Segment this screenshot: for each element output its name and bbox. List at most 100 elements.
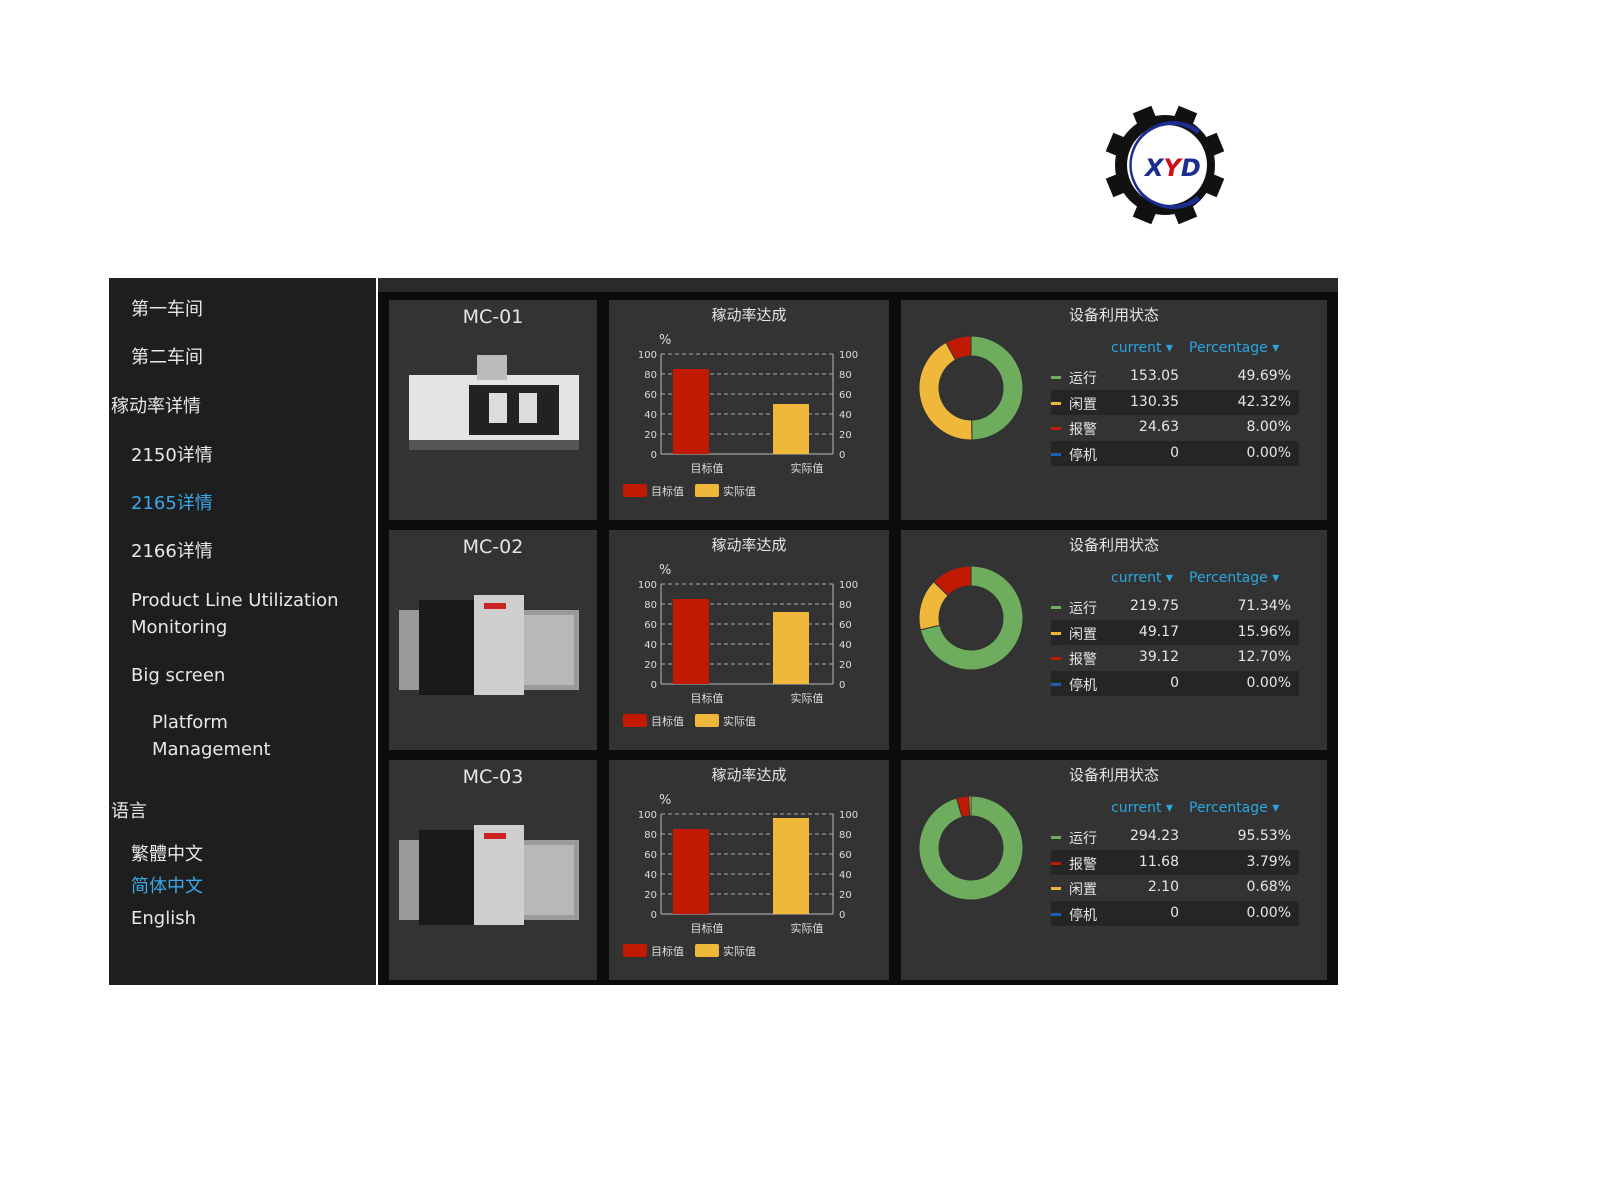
sidebar-item-9[interactable]: 语言 — [111, 801, 147, 822]
status-percentage: 0.00% — [1246, 674, 1291, 691]
legend-label[interactable]: 目标值 — [651, 484, 684, 498]
legend-label[interactable]: 目标值 — [651, 714, 684, 728]
status-panel: 设备利用状态 current ▾ Percentage ▾ 运行 153.05 … — [901, 300, 1327, 520]
y-tick-left: 40 — [644, 410, 657, 421]
percentage-sort-button[interactable]: Percentage ▾ — [1189, 340, 1280, 356]
donut-slice — [970, 335, 1024, 441]
sidebar-item-1[interactable]: 第二车间 — [131, 347, 203, 368]
sidebar-item-10[interactable]: 繁體中文 — [131, 844, 203, 865]
donut-chart — [918, 335, 1024, 441]
y-tick-right: 80 — [839, 830, 852, 841]
status-current: 24.63 — [1138, 419, 1179, 435]
y-tick-right: 40 — [839, 870, 852, 881]
status-percentage: 12.70% — [1237, 649, 1291, 665]
y-unit: % — [659, 793, 671, 808]
legend-swatch — [1051, 452, 1061, 456]
y-tick-left: 60 — [644, 620, 657, 631]
y-tick-right: 80 — [839, 600, 852, 611]
donut-chart — [918, 795, 1024, 901]
sidebar-item-0[interactable]: 第一车间 — [131, 299, 203, 320]
machine-panel: MC-03 — [389, 760, 597, 980]
y-tick-right: 40 — [839, 640, 852, 651]
status-label: 运行 — [1069, 601, 1097, 617]
y-tick-right: 0 — [839, 680, 845, 691]
current-sort-button[interactable]: current ▾ — [1111, 800, 1173, 816]
legend-swatch — [623, 944, 647, 957]
status-panel: 设备利用状态 current ▾ Percentage ▾ 运行 219.75 … — [901, 530, 1327, 750]
status-current: 0 — [1170, 444, 1179, 461]
legend-swatch — [1051, 376, 1061, 379]
y-tick-right: 60 — [839, 850, 852, 861]
dashboard-main: MC-01 稼动率达成% 0 0 20 20 40 40 60 60 80 80 100 100 目标值目… — [378, 278, 1338, 985]
status-percentage: 95.53% — [1237, 828, 1291, 844]
status-row: 停机 0 0.00% — [1051, 440, 1299, 466]
y-tick-left: 40 — [644, 870, 657, 881]
percentage-sort-button[interactable]: Percentage ▾ — [1189, 800, 1280, 816]
status-percentage: 0.68% — [1246, 879, 1291, 895]
status-current: 130.35 — [1130, 393, 1179, 410]
machine-name: MC-02 — [462, 536, 524, 558]
bar-target — [673, 829, 709, 914]
y-tick-left: 80 — [644, 830, 657, 841]
y-tick-right: 100 — [839, 350, 858, 361]
legend-label[interactable]: 实际值 — [723, 944, 756, 958]
status-current: 153.05 — [1130, 368, 1179, 384]
sidebar-item-2[interactable]: 稼动率详情 — [111, 396, 201, 417]
sidebar-item-6[interactable]: Product Line Utilization Monitoring — [131, 590, 339, 638]
status-title: 设备利用状态 — [1068, 306, 1159, 324]
status-row: 报警 24.63 8.00% — [1051, 415, 1299, 441]
sidebar-item-12[interactable]: English — [131, 908, 196, 929]
legend-swatch — [1051, 836, 1061, 839]
status-percentage: 0.00% — [1246, 444, 1291, 461]
status-row: 闲置 130.35 42.32% — [1051, 389, 1299, 415]
y-tick-right: 0 — [839, 910, 845, 921]
y-tick-right: 20 — [839, 890, 852, 901]
percentage-sort-button[interactable]: Percentage ▾ — [1189, 570, 1280, 586]
donut-slice — [918, 341, 973, 441]
status-percentage: 49.69% — [1237, 368, 1291, 384]
y-tick-left: 0 — [651, 450, 657, 461]
legend-swatch — [695, 484, 719, 497]
status-label: 报警 — [1069, 856, 1097, 873]
machine-name: MC-01 — [462, 306, 524, 328]
legend-swatch — [623, 714, 647, 727]
y-tick-right: 0 — [839, 450, 845, 461]
legend-label[interactable]: 目标值 — [651, 944, 684, 958]
sidebar-item-4[interactable]: 2165详情 — [131, 493, 213, 514]
legend-label[interactable]: 实际值 — [723, 484, 756, 498]
sidebar-item-5[interactable]: 2166详情 — [131, 541, 213, 562]
status-label: 停机 — [1069, 677, 1097, 694]
current-sort-button[interactable]: current ▾ — [1111, 340, 1173, 356]
status-row: 报警 39.12 12.70% — [1051, 645, 1299, 671]
status-current: 0 — [1170, 674, 1179, 691]
y-tick-left: 20 — [644, 660, 657, 671]
machine-image — [399, 825, 579, 925]
legend-swatch — [1051, 427, 1061, 430]
legend-swatch — [1051, 401, 1061, 405]
status-row: 闲置 49.17 15.96% — [1051, 619, 1299, 645]
donut-slice — [918, 795, 1024, 901]
sidebar-item-8[interactable]: Platform Management — [152, 712, 271, 760]
chart-title: 稼动率达成 — [711, 306, 787, 324]
y-tick-right: 20 — [839, 430, 852, 441]
x-tick: 目标值 — [691, 691, 724, 705]
y-tick-left: 40 — [644, 640, 657, 651]
y-tick-right: 20 — [839, 660, 852, 671]
legend-label[interactable]: 实际值 — [723, 714, 756, 728]
status-current: 294.23 — [1130, 828, 1179, 844]
sidebar-item-7[interactable]: Big screen — [131, 665, 226, 686]
status-panel: 设备利用状态 current ▾ Percentage ▾ 运行 294.23 … — [901, 760, 1327, 980]
machine-name: MC-03 — [462, 766, 524, 788]
y-tick-right: 100 — [839, 810, 858, 821]
current-sort-button[interactable]: current ▾ — [1111, 570, 1173, 586]
status-title: 设备利用状态 — [1068, 766, 1159, 784]
sidebar-item-11[interactable]: 简体中文 — [131, 876, 203, 897]
sidebar-item-3[interactable]: 2150详情 — [131, 445, 213, 466]
donut-slice — [919, 565, 1024, 671]
donut-slice — [945, 335, 972, 361]
y-tick-left: 0 — [651, 910, 657, 921]
xyd-logo: XYD — [1105, 105, 1225, 225]
chart-title: 稼动率达成 — [711, 766, 787, 784]
